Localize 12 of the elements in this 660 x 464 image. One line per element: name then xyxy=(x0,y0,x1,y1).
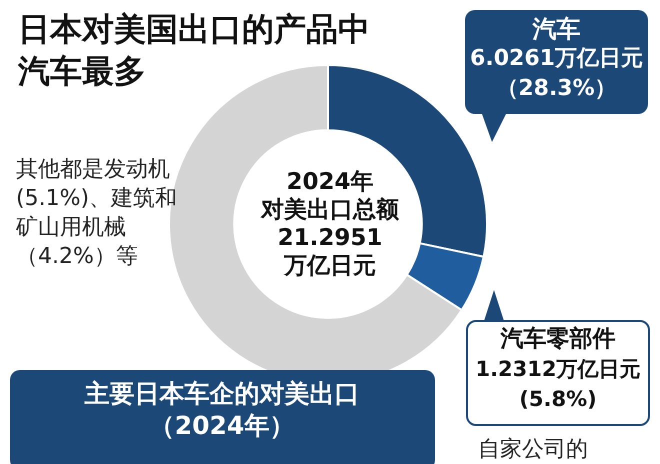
data-label: 1.2312万亿日元(5.8%) xyxy=(475,357,641,411)
text: 主要日本车企的对美出口（2024年） xyxy=(84,379,360,440)
text: 2024年 xyxy=(286,169,374,195)
text: 万亿日元 xyxy=(284,253,376,279)
text: 21.2951 xyxy=(278,225,382,251)
text: 对美出口总额 xyxy=(261,197,399,223)
slice-label: 汽车 xyxy=(532,15,580,43)
text: 自家公司的 xyxy=(478,437,588,462)
text: 其他都是发动机(5.1%)、建筑和矿山用机械（4.2%）等 xyxy=(16,157,178,269)
data-label: 6.0261万亿日元（28.3%） xyxy=(470,46,643,101)
text: 日本对美国出口的产品中汽车最多 xyxy=(18,10,370,90)
slice-label: 汽车零部件 xyxy=(500,326,616,352)
